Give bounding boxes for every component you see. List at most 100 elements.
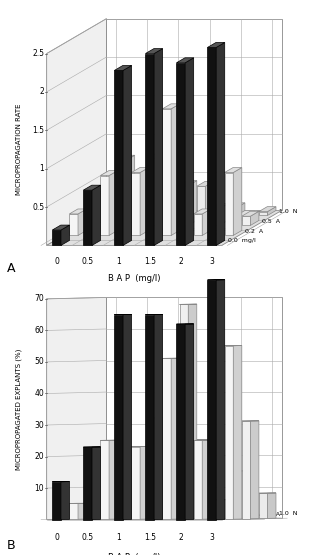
Polygon shape — [83, 185, 100, 190]
Polygon shape — [143, 493, 152, 518]
Polygon shape — [219, 500, 228, 519]
Polygon shape — [219, 204, 228, 225]
Polygon shape — [216, 280, 225, 519]
Polygon shape — [202, 209, 211, 235]
Polygon shape — [118, 155, 135, 160]
Text: A: A — [6, 262, 15, 275]
Text: 70: 70 — [34, 294, 44, 304]
Polygon shape — [188, 180, 197, 225]
Text: 1.5: 1.5 — [32, 126, 44, 135]
Polygon shape — [228, 471, 236, 518]
Text: 1.0  N: 1.0 N — [279, 511, 298, 516]
Polygon shape — [176, 63, 185, 245]
Polygon shape — [154, 49, 163, 245]
Text: 0: 0 — [54, 257, 59, 266]
Polygon shape — [86, 191, 104, 196]
Text: 1: 1 — [39, 164, 44, 173]
Polygon shape — [259, 206, 276, 211]
Polygon shape — [109, 170, 118, 235]
Polygon shape — [185, 58, 194, 245]
Polygon shape — [114, 65, 132, 70]
Polygon shape — [123, 65, 132, 245]
Polygon shape — [95, 509, 104, 519]
Text: 3: 3 — [209, 257, 214, 266]
Polygon shape — [197, 186, 205, 215]
Polygon shape — [135, 493, 143, 518]
Polygon shape — [259, 493, 268, 518]
Polygon shape — [148, 153, 166, 158]
Polygon shape — [100, 170, 118, 175]
Polygon shape — [83, 190, 92, 245]
Polygon shape — [143, 174, 152, 215]
Text: 0: 0 — [54, 533, 59, 542]
Polygon shape — [194, 214, 202, 235]
Text: 2: 2 — [178, 257, 183, 266]
Polygon shape — [146, 54, 154, 245]
Polygon shape — [83, 447, 92, 519]
Polygon shape — [197, 440, 205, 518]
Polygon shape — [103, 199, 112, 215]
Polygon shape — [78, 503, 87, 519]
Text: 2: 2 — [39, 88, 44, 97]
Polygon shape — [103, 506, 112, 518]
Text: MICROPROPAGATED EXPLANTS (%): MICROPROPAGATED EXPLANTS (%) — [15, 349, 22, 470]
Polygon shape — [148, 418, 157, 519]
Polygon shape — [185, 324, 194, 519]
Polygon shape — [166, 155, 183, 160]
Polygon shape — [242, 211, 259, 216]
Text: 0.0  mg/l: 0.0 mg/l — [228, 239, 256, 244]
Polygon shape — [236, 203, 245, 215]
Text: 1.0  N: 1.0 N — [279, 209, 298, 214]
Polygon shape — [107, 297, 281, 518]
Polygon shape — [100, 175, 109, 235]
Polygon shape — [197, 181, 214, 186]
Polygon shape — [154, 315, 163, 519]
Polygon shape — [236, 471, 245, 518]
Polygon shape — [242, 421, 250, 519]
Polygon shape — [109, 440, 118, 519]
Polygon shape — [166, 160, 174, 215]
Text: B: B — [6, 539, 15, 552]
Polygon shape — [211, 204, 228, 209]
Polygon shape — [123, 315, 132, 519]
Polygon shape — [126, 155, 135, 225]
Text: B A P  (mg/l): B A P (mg/l) — [108, 553, 160, 555]
Polygon shape — [224, 173, 233, 235]
Polygon shape — [180, 180, 197, 185]
Polygon shape — [92, 185, 100, 245]
Text: 1: 1 — [116, 533, 121, 542]
Polygon shape — [69, 209, 87, 214]
Polygon shape — [211, 209, 219, 225]
Text: 0.0  mg/l: 0.0 mg/l — [228, 512, 256, 517]
Polygon shape — [69, 214, 78, 235]
Polygon shape — [180, 304, 188, 519]
Text: 2: 2 — [178, 533, 183, 542]
Text: 60: 60 — [34, 326, 44, 335]
Polygon shape — [211, 500, 219, 519]
Polygon shape — [268, 206, 276, 215]
Polygon shape — [233, 168, 242, 235]
Polygon shape — [103, 194, 121, 199]
Polygon shape — [202, 440, 211, 519]
Polygon shape — [207, 42, 225, 47]
Polygon shape — [242, 216, 250, 225]
Polygon shape — [118, 160, 126, 225]
Polygon shape — [118, 468, 126, 519]
Polygon shape — [157, 418, 166, 519]
Text: B A P  (mg/l): B A P (mg/l) — [108, 274, 160, 283]
Text: 1.5: 1.5 — [144, 533, 156, 542]
Polygon shape — [157, 153, 166, 225]
Polygon shape — [259, 211, 268, 215]
Polygon shape — [61, 482, 70, 519]
Text: 40: 40 — [34, 389, 44, 398]
Text: 0.2  A: 0.2 A — [245, 229, 263, 234]
Polygon shape — [135, 174, 152, 179]
Polygon shape — [47, 19, 107, 245]
Polygon shape — [146, 315, 154, 519]
Polygon shape — [69, 503, 78, 519]
Polygon shape — [163, 104, 180, 109]
Polygon shape — [131, 447, 140, 519]
Polygon shape — [163, 359, 171, 519]
Polygon shape — [207, 47, 216, 245]
Polygon shape — [100, 440, 109, 519]
